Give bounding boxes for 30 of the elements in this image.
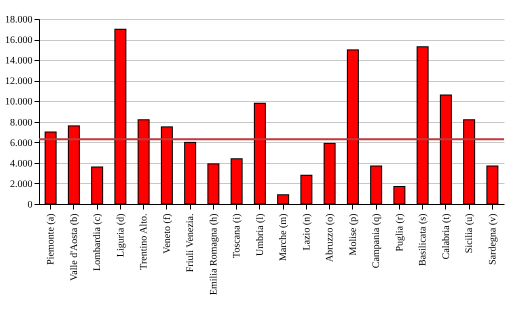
y-tick-label: 0 [28, 200, 32, 210]
y-tick-label: 8.000 [10, 117, 32, 128]
y-tick-label: 16.000 [5, 35, 32, 46]
x-tick-label: Friuli Venezia. [185, 214, 196, 272]
y-tick-label: 18.000 [5, 14, 32, 26]
x-tick-label: Piemonte (a) [46, 214, 57, 265]
x-tick-label: Sicilia (u) [464, 214, 476, 254]
x-tick-label: Abruzzo (o) [324, 214, 336, 262]
x-tick-label: Lazio (n) [301, 214, 312, 250]
x-tick-label: Trentino Alto. [138, 214, 150, 270]
y-tick-label: 12.000 [5, 76, 32, 88]
x-tick-label: Calabria (t) [440, 214, 452, 260]
x-tick-label: Valle d'Aosta (b) [68, 214, 80, 281]
x-tick-label: Veneto (f) [162, 214, 173, 254]
y-tick-label: 14.000 [5, 56, 32, 67]
x-tick-label: Sardegna (v) [487, 214, 498, 265]
x-tick-label: Toscana (i) [232, 214, 243, 258]
x-tick-label: Emilia Romagna (h) [208, 214, 220, 296]
x-tick-label: Lombardia (c) [92, 214, 104, 271]
x-tick-label: Campania (q) [371, 214, 382, 268]
x-tick-label: Marche (m) [278, 214, 290, 261]
y-tick-label: 10.000 [5, 96, 32, 108]
x-tick-label: Molise (p) [348, 214, 359, 256]
y-tick-label: 4.000 [10, 158, 32, 170]
x-tick-label: Liguria (d) [115, 214, 126, 258]
x-tick-label: Basilicata (s) [418, 214, 429, 266]
y-tick-label: 6.000 [10, 138, 32, 149]
x-tick-label: Puglia (r) [394, 214, 406, 252]
x-tick-label: Umbria (l) [254, 214, 266, 256]
y-tick-label: 2.000 [10, 178, 32, 190]
